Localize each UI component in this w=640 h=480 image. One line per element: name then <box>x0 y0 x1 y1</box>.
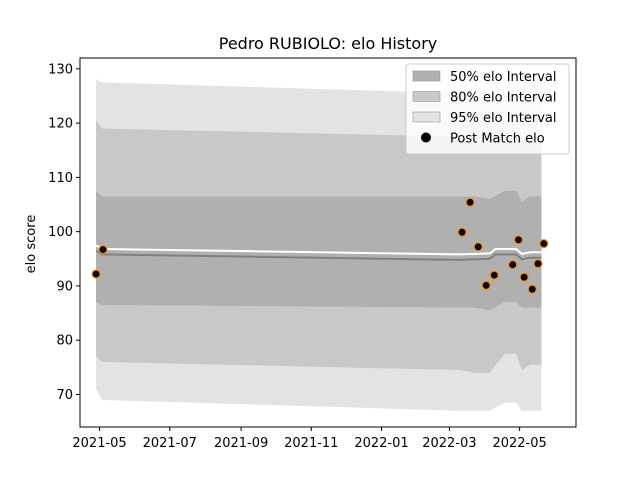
legend-swatch-50 <box>412 70 441 82</box>
post-match-elo-point <box>489 270 499 280</box>
band-50 <box>96 190 542 311</box>
legend-swatch-80 <box>412 91 441 102</box>
legend: 50% elo Interval 80% elo Interval 95% elo … <box>405 63 570 155</box>
post-match-elo-point <box>519 272 529 282</box>
y-tick-label: 90 <box>56 279 73 294</box>
post-match-elo-point <box>533 259 543 269</box>
post-match-elo-point <box>473 242 483 252</box>
y-tick-label: 130 <box>48 62 73 77</box>
post-match-elo-point <box>91 269 101 279</box>
legend-label-50: 50% elo Interval <box>450 70 557 85</box>
x-tick-label: 2022-03 <box>422 436 476 451</box>
post-match-elo-point <box>465 197 475 207</box>
y-tick-label: 100 <box>48 225 73 240</box>
y-axis-label: elo score <box>24 215 39 274</box>
mean-elo-line <box>95 244 542 256</box>
x-tick-label: 2022-01 <box>354 436 408 451</box>
x-tick-label: 2021-05 <box>72 436 126 451</box>
post-match-elo-point <box>527 284 537 294</box>
legend-swatch-95 <box>412 111 441 123</box>
legend-box <box>405 63 570 155</box>
post-match-elo-point <box>457 227 467 237</box>
post-match-elo-point <box>508 260 518 270</box>
legend-label-95: 95% elo Interval <box>450 111 557 126</box>
x-tick-label: 2021-09 <box>214 436 268 451</box>
post-match-elo-point <box>481 280 491 290</box>
legend-label-post-match: Post Match elo <box>450 132 545 147</box>
y-tick-label: 110 <box>48 171 73 186</box>
post-match-elo-point <box>539 239 549 249</box>
y-tick-label: 120 <box>48 117 73 132</box>
x-tick-label: 2022-05 <box>492 436 546 451</box>
post-match-elo-point <box>513 235 524 245</box>
plot-frame <box>79 57 577 428</box>
chart-title: Pedro RUBIOLO: elo History <box>219 34 438 53</box>
legend-label-80: 80% elo Interval <box>450 91 557 106</box>
legend-swatch-post-match <box>421 132 431 143</box>
pre-match-elo-line <box>95 249 542 261</box>
post-match-elo-point <box>98 245 108 255</box>
y-tick-label: 70 <box>56 388 73 403</box>
plot-area: 70 80 90 100 110 120 130 2021-05 2021-07 2021-09 2… <box>48 57 577 451</box>
y-tick-label: 80 <box>56 334 73 349</box>
x-tick-label: 2021-07 <box>143 436 197 451</box>
x-tick-label: 2021-11 <box>284 436 338 451</box>
